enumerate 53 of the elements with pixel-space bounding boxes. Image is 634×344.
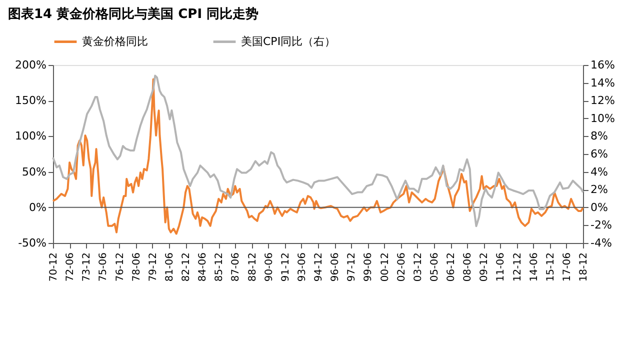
x-tick-label: 70-12 (48, 252, 60, 282)
y-tick-label: 100% (15, 130, 46, 143)
x-tick-label: 73-12 (82, 252, 93, 282)
legend-label: 黄金价格同比 (82, 34, 148, 48)
x-tick-label: 08-06 (462, 252, 474, 282)
x-tick-label: 96-06 (330, 252, 342, 282)
x-tick-label: 79-12 (148, 252, 159, 282)
x-tick-label: 12-12 (512, 252, 524, 282)
x-tick-label: 93-06 (296, 252, 308, 282)
x-tick-label: 09-12 (479, 252, 490, 282)
y2-tick-label: 14% (590, 76, 615, 90)
x-tick-label: 91-12 (280, 252, 292, 282)
y-tick-label: 200% (15, 58, 46, 72)
x-tick-label: 75-06 (98, 252, 110, 282)
y2-tick-label: 0% (590, 200, 608, 214)
legend-label: 美国CPI同比（右） (241, 34, 336, 48)
x-tick-label: 05-06 (429, 252, 440, 282)
x-tick-label: 03-12 (412, 252, 424, 282)
y2-tick-label: 8% (590, 130, 608, 143)
x-tick-label: 76-12 (114, 252, 126, 282)
y-tick-label: 0% (29, 200, 46, 214)
x-tick-label: 06-12 (446, 252, 457, 282)
chart-title: 图表14 黄金价格同比与美国 CPI 同比走势 (8, 6, 259, 22)
y2-tick-label: 4% (590, 165, 608, 178)
y2-tick-label: 12% (590, 94, 615, 108)
x-tick-label: 14-06 (528, 252, 540, 282)
x-tick-label: 17-06 (562, 252, 573, 282)
x-tick-label: 90-06 (264, 252, 275, 282)
x-tick-label: 82-12 (181, 252, 192, 282)
x-tick-label: 88-12 (247, 252, 258, 282)
y2-tick-label: 6% (590, 148, 608, 160)
x-tick-label: 85-12 (214, 252, 226, 282)
x-tick-label: 97-12 (346, 252, 358, 282)
y-tick-label: -50% (18, 236, 46, 250)
y2-tick-label: 2% (590, 183, 608, 196)
x-tick-label: 02-06 (396, 252, 408, 282)
x-tick-label: 72-06 (65, 252, 76, 282)
x-tick-label: 15-12 (545, 252, 556, 282)
y-tick-label: 150% (15, 94, 46, 108)
y2-tick-label: -4% (590, 236, 612, 250)
x-tick-label: 84-06 (198, 252, 209, 282)
x-tick-label: 81-06 (164, 252, 176, 282)
y2-tick-label: 10% (590, 112, 615, 125)
x-tick-label: 99-06 (363, 252, 374, 282)
x-tick-label: 11-06 (496, 252, 507, 282)
x-tick-label: 78-06 (131, 252, 142, 282)
x-tick-label: 87-06 (230, 252, 242, 282)
y-tick-label: 50% (22, 165, 46, 178)
x-tick-label: 00-12 (380, 252, 391, 282)
x-tick-label: 94-12 (314, 252, 324, 282)
y2-tick-label: -2% (590, 218, 612, 232)
x-tick-label: 18-12 (578, 252, 590, 282)
y2-tick-label: 16% (590, 58, 615, 72)
